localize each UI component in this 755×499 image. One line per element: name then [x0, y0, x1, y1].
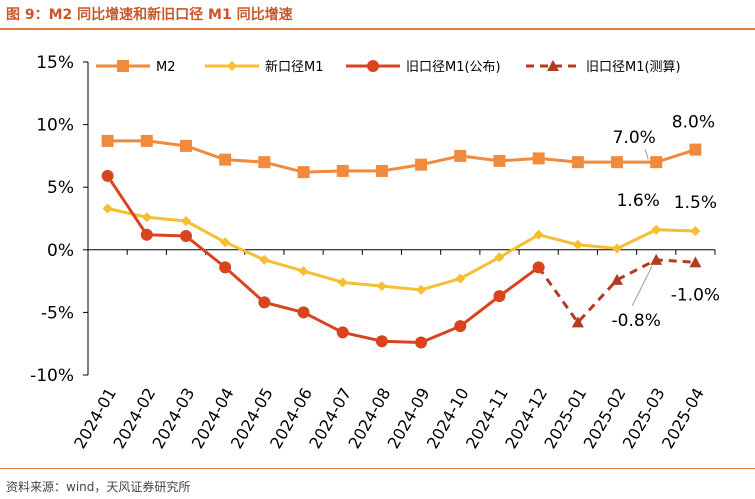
y-tick-label: -10%	[30, 366, 74, 386]
data-point	[117, 60, 129, 72]
series-m1_est	[537, 253, 702, 328]
data-point	[141, 212, 152, 223]
data-point	[493, 154, 506, 167]
data-point	[651, 224, 662, 235]
y-tick-label: -5%	[41, 303, 74, 323]
data-point	[611, 273, 624, 285]
figure-title: 图 9：M2 同比增速和新旧口径 M1 同比增速	[6, 7, 293, 23]
data-point	[494, 252, 505, 263]
data-point	[375, 335, 388, 348]
data-point	[532, 152, 545, 165]
series-line	[107, 207, 696, 292]
data-point	[297, 166, 310, 179]
series-m1_new	[102, 203, 701, 295]
chart: 15%10%5%0%-5%-10%2024-012024-022024-0320…	[30, 53, 721, 452]
footer-divider	[0, 468, 755, 469]
data-point	[454, 320, 467, 333]
chart-axes: 15%10%5%0%-5%-10%2024-012024-022024-0320…	[30, 53, 716, 452]
series-m2	[101, 134, 702, 179]
data-point	[416, 284, 427, 295]
data-point	[367, 60, 379, 72]
data-label: 1.5%	[674, 193, 717, 213]
data-point	[533, 229, 544, 240]
y-tick-label: 15%	[36, 53, 74, 73]
leader-line	[644, 149, 649, 160]
legend-label: 旧口径M1(公布)	[406, 60, 501, 75]
data-point	[612, 243, 623, 254]
y-tick-label: 5%	[47, 178, 74, 198]
y-tick-label: 0%	[47, 241, 74, 261]
data-point	[611, 156, 624, 169]
data-label: -0.8%	[612, 311, 661, 331]
data-point	[220, 237, 231, 248]
legend-label: 新口径M1	[265, 59, 324, 75]
legend-item-m1_est: 旧口径M1(测算)	[526, 60, 681, 75]
data-point	[219, 153, 232, 166]
data-point	[572, 239, 583, 250]
source-note: 资料来源：wind，天风证券研究所	[6, 480, 191, 494]
data-point	[101, 169, 114, 182]
series-line	[107, 139, 696, 174]
data-point	[532, 261, 545, 274]
data-point	[258, 296, 271, 309]
legend-item-m1_new: 新口径M1	[205, 59, 324, 75]
data-point	[140, 228, 153, 241]
data-point	[375, 164, 388, 177]
data-point	[227, 61, 237, 71]
data-point	[454, 149, 467, 162]
data-point	[571, 156, 584, 169]
data-point	[690, 226, 701, 237]
legend-item-m2: M2	[96, 60, 176, 75]
data-point	[102, 203, 113, 214]
data-label: -1.0%	[671, 285, 720, 305]
data-point	[259, 254, 270, 265]
data-point	[689, 143, 702, 156]
data-point	[571, 316, 584, 328]
data-point	[689, 256, 702, 268]
y-tick-label: 10%	[36, 116, 74, 136]
data-point	[180, 216, 191, 227]
data-point	[179, 230, 192, 243]
data-point	[258, 156, 271, 169]
data-point	[415, 336, 428, 349]
data-point	[219, 261, 232, 274]
chart-legend: M2 新口径M1 旧口径M1(公布) 旧口径M1(测算)	[96, 59, 681, 75]
data-point	[179, 139, 192, 152]
legend-label: 旧口径M1(测算)	[586, 60, 681, 75]
data-point	[547, 60, 559, 71]
data-point	[336, 326, 349, 339]
data-point	[650, 253, 663, 265]
data-point	[140, 134, 153, 147]
data-label: 7.0%	[613, 128, 656, 148]
title-divider	[0, 28, 755, 30]
data-point	[101, 134, 114, 147]
data-point	[415, 158, 428, 171]
chart-series	[101, 134, 702, 349]
data-label: 1.6%	[617, 191, 660, 211]
series-m1_old	[101, 169, 545, 349]
data-point	[376, 281, 387, 292]
data-point	[650, 156, 663, 169]
data-label: 8.0%	[672, 113, 715, 133]
data-point	[297, 306, 310, 319]
data-point	[298, 266, 309, 277]
data-point	[337, 277, 348, 288]
series-line	[106, 175, 540, 344]
series-line	[537, 258, 696, 324]
data-point	[455, 273, 466, 284]
legend-label: M2	[156, 60, 176, 75]
legend-item-m1_old: 旧口径M1(公布)	[346, 60, 501, 75]
data-point	[336, 164, 349, 177]
data-point	[493, 290, 506, 303]
chart-annotations: 8.0% 7.0% 1.6% 1.5% -0.8% -1.0%	[612, 113, 721, 331]
leader-line	[631, 265, 653, 307]
